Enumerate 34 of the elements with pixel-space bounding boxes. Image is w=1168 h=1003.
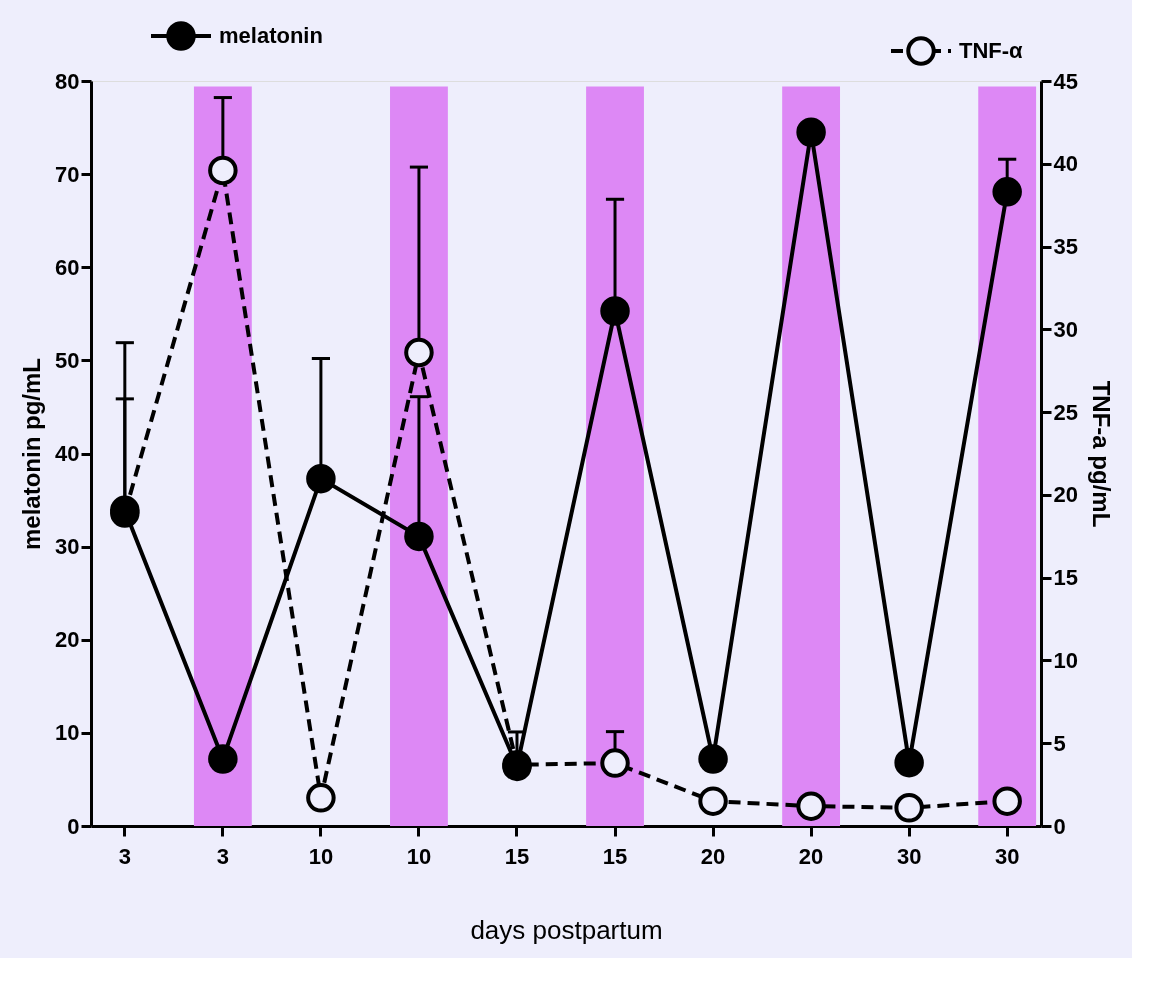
y2-tick-label: 0: [1053, 813, 1066, 839]
y-axis-title: melatonin pg/mL: [18, 358, 46, 550]
x-tick-label: 30: [896, 843, 922, 869]
y2-tick-label: 40: [1053, 151, 1078, 177]
x-tick-label: 10: [308, 843, 334, 869]
y-tick-label: 60: [55, 254, 80, 280]
x-tick-label: 10: [406, 843, 432, 869]
y2-tick-label: 20: [1053, 482, 1078, 508]
y-tick-label: 50: [55, 347, 80, 373]
y2-tick-label: 45: [1053, 68, 1078, 94]
y2-tick-label: 25: [1053, 399, 1078, 425]
x-tick-label: 3: [118, 843, 131, 869]
x-axis-title: days postpartum: [470, 914, 663, 945]
y2-tick-label: 30: [1053, 316, 1078, 342]
y-tick-label: 0: [67, 813, 80, 839]
y2-axis-title: TNF-a pg/mL: [1087, 380, 1115, 528]
y2-tick-label: 10: [1053, 647, 1078, 673]
y-tick-label: 80: [55, 68, 80, 94]
y-tick-label: 30: [55, 534, 80, 560]
y-tick-label: 40: [55, 441, 80, 466]
x-tick-label: 30: [994, 843, 1020, 869]
y-tick-label: 70: [55, 161, 80, 187]
x-tick-label: 20: [700, 843, 726, 869]
legend-label: melatonin: [219, 23, 323, 48]
x-tick-label: 15: [504, 843, 530, 869]
y2-tick-label: 15: [1053, 565, 1078, 591]
legend-label: TNF-α: [959, 38, 1024, 63]
x-tick-label: 20: [798, 843, 824, 869]
x-tick-label: 15: [602, 843, 628, 869]
y2-tick-label: 5: [1053, 730, 1066, 756]
x-tick-label: 3: [216, 843, 229, 869]
y-tick-label: 10: [55, 720, 80, 746]
y2-tick-label: 35: [1053, 234, 1078, 260]
y-tick-label: 20: [55, 627, 80, 653]
